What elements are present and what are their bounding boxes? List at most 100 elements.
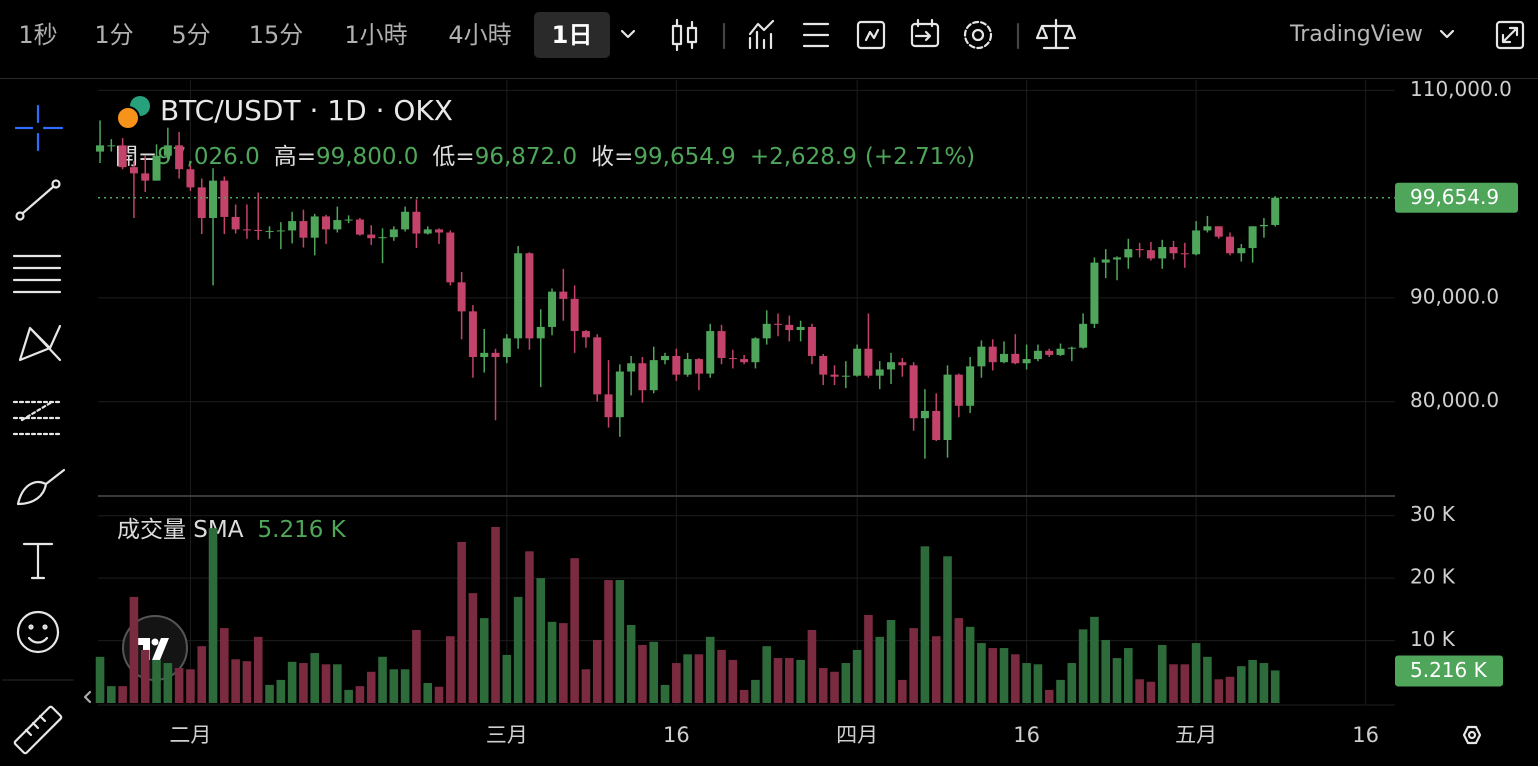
candle-body <box>898 362 907 366</box>
volume-bar <box>1180 664 1190 703</box>
volume-bar <box>525 551 534 703</box>
candle-body <box>322 216 331 230</box>
candle-body <box>740 359 749 363</box>
candle-type[interactable] <box>671 18 698 52</box>
volume-bar <box>1214 679 1224 703</box>
interval-button[interactable]: 1小時 <box>344 21 407 49</box>
volume-bar <box>649 641 659 703</box>
y-tick-label: 80,000.0 <box>1410 388 1499 412</box>
candle-body <box>242 229 251 231</box>
collapse-sidebar[interactable] <box>83 690 92 704</box>
candle-body <box>1248 226 1257 249</box>
interval-button[interactable]: 15分 <box>249 21 304 49</box>
interval-button[interactable]: 5分 <box>171 21 210 49</box>
volume-bar <box>333 664 342 703</box>
fib-tool[interactable] <box>12 254 62 294</box>
templates[interactable] <box>802 22 830 48</box>
candle-body <box>920 410 929 419</box>
candle-body <box>1045 350 1054 355</box>
replay[interactable] <box>910 18 940 48</box>
crosshair[interactable] <box>14 104 64 152</box>
measure-tool[interactable] <box>13 705 63 755</box>
brush-tool[interactable] <box>16 468 66 506</box>
candle-body <box>231 216 240 230</box>
emoji-tool[interactable] <box>16 610 60 654</box>
volume-bar <box>378 656 387 703</box>
volume-bar <box>1022 663 1031 703</box>
volume-bar <box>988 648 998 703</box>
fullscreen[interactable] <box>1495 20 1525 50</box>
axis-settings[interactable] <box>1462 725 1482 745</box>
volume-bar <box>672 663 681 703</box>
volume-bar <box>762 646 772 703</box>
volume-bar <box>1124 648 1133 703</box>
candle-body <box>1011 353 1020 364</box>
y-tick-label: 90,000.0 <box>1410 284 1499 308</box>
indicators[interactable] <box>748 19 775 50</box>
interval-button[interactable]: 1秒 <box>18 21 57 49</box>
volume-bar <box>785 658 794 703</box>
change: +2,628.9 <box>750 144 857 170</box>
volume-bar <box>1044 689 1054 703</box>
volume-bar <box>581 669 591 703</box>
candle-body <box>1237 248 1246 254</box>
candle-body <box>1022 359 1031 364</box>
volume-bar <box>898 679 907 703</box>
pattern-tool[interactable] <box>18 324 62 362</box>
candle-body <box>220 180 229 217</box>
volume-bar <box>1169 664 1178 703</box>
volume-bar <box>242 661 252 703</box>
volume-bar <box>830 671 839 703</box>
volume-bar <box>412 629 421 703</box>
volume-bar <box>95 656 105 703</box>
volume-bar <box>1090 616 1099 703</box>
candle-body <box>1067 347 1076 349</box>
candle-body <box>367 234 376 239</box>
candle-body <box>1158 247 1167 259</box>
candle-body <box>751 338 760 363</box>
volume-bar <box>321 664 331 703</box>
volume-bar <box>807 629 817 703</box>
interval-menu[interactable] <box>620 29 636 39</box>
candle-body <box>152 155 161 181</box>
candle-body <box>661 355 670 361</box>
candle-body <box>762 323 771 339</box>
volume-sma: 5.216 K <box>258 517 347 543</box>
volume-bar <box>355 686 365 703</box>
volume-bar <box>954 618 964 703</box>
interval-button[interactable]: 1日 <box>552 21 593 49</box>
brand-menu[interactable] <box>1439 29 1455 39</box>
volume-bar <box>423 683 433 703</box>
change-pct: (+2.71%) <box>865 144 975 170</box>
candle-body <box>853 348 862 376</box>
candle-body <box>683 359 692 375</box>
volume-bar <box>1270 670 1280 703</box>
ohlc-value: 96,872.0 <box>475 144 577 170</box>
forecast-tool[interactable] <box>12 400 62 436</box>
candle-body <box>491 352 500 358</box>
volume-bar <box>931 636 941 703</box>
text-tool[interactable] <box>22 542 54 580</box>
volume-bar <box>909 628 918 703</box>
settings[interactable] <box>963 20 993 50</box>
candle-body <box>435 229 444 233</box>
volume-bar <box>140 649 150 703</box>
alert[interactable] <box>856 20 886 50</box>
trend-line[interactable] <box>15 179 61 221</box>
candle-body <box>276 230 285 232</box>
candle-body <box>1033 350 1042 360</box>
candle-body <box>887 362 896 370</box>
candle-body <box>1203 226 1212 231</box>
candle-body <box>1056 348 1065 355</box>
x-tick-label: 五月 <box>1175 723 1217 747</box>
brand-label[interactable]: TradingView <box>1289 22 1423 47</box>
interval-button[interactable]: 1分 <box>94 21 133 49</box>
volume-bar <box>920 546 930 703</box>
compare[interactable] <box>1035 18 1077 50</box>
interval-button[interactable]: 4小時 <box>448 21 511 49</box>
volume-bar <box>186 669 195 703</box>
candle-body <box>1135 249 1144 251</box>
candle-body <box>988 346 997 363</box>
candle-body <box>977 346 986 367</box>
candle-body <box>344 219 353 221</box>
